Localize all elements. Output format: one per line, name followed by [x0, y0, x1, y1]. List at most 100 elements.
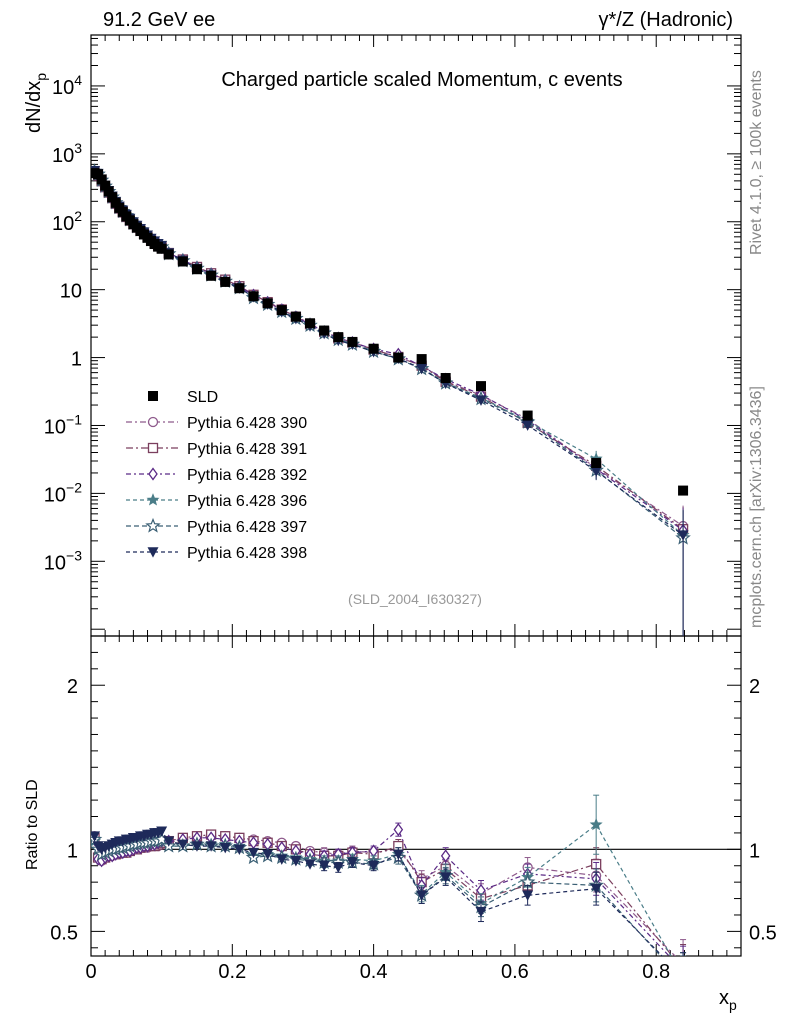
ratio-point: [191, 841, 203, 852]
y-tick-label: 103: [52, 140, 82, 167]
mc-series: [91, 165, 689, 636]
data-point: [522, 410, 533, 421]
legend: SLD Pythia 6.428 390 Pythia 6.428 391 Pythi…: [126, 389, 307, 562]
mc-series-line: [94, 171, 684, 536]
y-tick-label-base: 10: [44, 484, 66, 506]
ratio-point: [332, 862, 344, 874]
legend-marker: [148, 391, 158, 401]
y-axis-label-main: dN/dxp: [23, 73, 49, 133]
legend-label: Pythia 6.428 398: [187, 545, 307, 562]
mc-series: [91, 166, 689, 636]
header-left: 91.2 GeV ee: [103, 9, 215, 31]
ratio-point: [590, 883, 602, 895]
y-axis-label-main-sub: p: [33, 73, 49, 81]
mc-series: [91, 164, 690, 636]
y-tick-label-base: 10: [52, 77, 74, 99]
data-point: [347, 336, 358, 347]
ratio-series: [91, 826, 687, 956]
mc-point: [416, 363, 428, 375]
y-tick-label-base: 10: [44, 552, 66, 574]
data-point: [393, 352, 404, 363]
legend-marker: [148, 467, 158, 481]
legend-label: Pythia 6.428 391: [187, 441, 307, 458]
legend-label: Pythia 6.428 396: [187, 493, 307, 510]
ratio-point: [304, 859, 316, 870]
data-point: [93, 169, 104, 180]
data-point: [305, 318, 316, 329]
y-tick-label: 102: [52, 208, 82, 235]
main-layer: [91, 163, 691, 636]
ratio-y-tick-label: 1: [67, 840, 78, 862]
data-point: [110, 197, 121, 208]
data-point: [290, 311, 301, 322]
legend-marker: [146, 493, 160, 506]
legend-entry: Pythia 6.428 392: [126, 467, 307, 484]
mc-series-line: [94, 170, 684, 536]
y-tick-label: 104: [52, 72, 82, 99]
ratio-point: [276, 854, 288, 865]
ratio-point: [205, 841, 217, 852]
analysis-tag: (SLD_2004_I630327): [348, 591, 482, 607]
y-tick-label-base: 1: [71, 349, 82, 371]
ratio-layer: [91, 794, 687, 956]
data-point: [163, 249, 174, 260]
y-tick-label-base: 10: [60, 281, 82, 303]
y-tick-label: 10: [60, 281, 82, 303]
mc-series-line: [94, 170, 684, 530]
legend-entry: Pythia 6.428 390: [126, 415, 307, 432]
ratio-point: [262, 849, 274, 860]
ratio-point: [475, 906, 487, 918]
data-point: [476, 381, 486, 392]
mc-series-line: [94, 171, 684, 531]
y-tick-label: 10−3: [44, 547, 82, 574]
data-point: [103, 186, 114, 197]
header-right: γ*/Z (Hadronic): [599, 9, 733, 31]
ratio-point: [233, 844, 245, 855]
y-tick-label-exp: −2: [66, 479, 82, 495]
ratio-point: [392, 849, 404, 860]
ratio-y-tick-label-right: 0.5: [749, 922, 777, 944]
legend-label: Pythia 6.428 390: [187, 415, 307, 432]
x-axis-label-sub: p: [729, 997, 737, 1013]
y-tick-label: 10−2: [44, 479, 82, 506]
y-tick-label-exp: −3: [66, 547, 82, 563]
ratio-point: [219, 842, 231, 854]
data-point: [440, 373, 451, 384]
data-point: [678, 485, 689, 496]
y-tick-label-exp: 3: [74, 140, 82, 156]
y-tick-label-base: 10: [44, 416, 66, 438]
data-point: [206, 270, 217, 281]
mc-point: [522, 420, 534, 431]
ratio-point: [440, 849, 451, 863]
mc-point: [475, 395, 487, 406]
data-series: [91, 168, 689, 496]
ratio-point: [440, 872, 452, 883]
mc-series: [91, 163, 691, 636]
legend-marker: [145, 517, 161, 533]
y-tick-label: 10−1: [44, 411, 82, 438]
y-axis-label-ratio: Ratio to SLD: [24, 779, 41, 870]
x-axis-label-text: x: [719, 987, 729, 1009]
legend-label: Pythia 6.428 392: [187, 467, 307, 484]
x-axis-label: xp: [719, 987, 737, 1013]
y-tick-label-base: 10: [52, 213, 74, 235]
ratio-point: [589, 817, 603, 831]
ratio-series-line: [93, 830, 664, 956]
mc-series: [91, 165, 689, 636]
data-point: [100, 180, 111, 191]
legend-label: Pythia 6.428 397: [187, 519, 307, 536]
ratio-point: [346, 857, 358, 869]
x-tick-label: 0.4: [360, 961, 388, 983]
ratio-point: [156, 826, 168, 837]
data-point: [591, 458, 602, 469]
y-tick-label-exp: 4: [74, 72, 82, 88]
y-tick-label: 1: [71, 349, 82, 371]
data-point: [220, 276, 231, 287]
legend-marker: [147, 442, 159, 454]
x-tick-label: 0.2: [218, 961, 246, 983]
ratio-point: [393, 823, 404, 837]
mc-point: [677, 530, 689, 541]
ratio-series-line: [93, 828, 670, 956]
ratio-y-tick-label: 2: [67, 676, 78, 698]
